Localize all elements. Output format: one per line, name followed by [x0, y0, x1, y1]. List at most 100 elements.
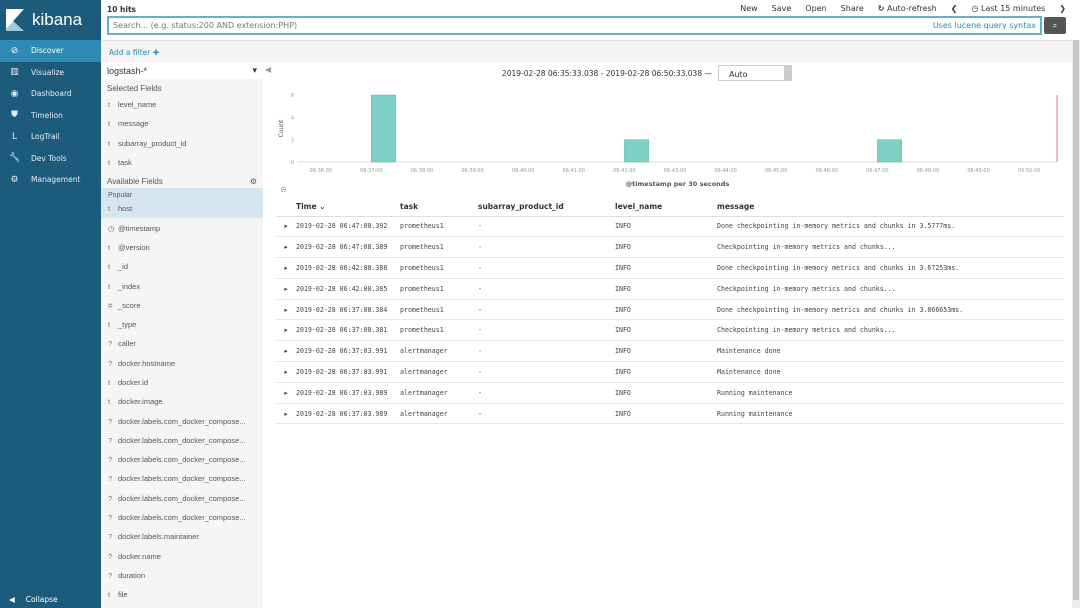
histogram-bar[interactable] [624, 139, 649, 163]
cell: INFO [615, 216, 717, 238]
auto-refresh-button[interactable]: ↻ Auto-refresh [877, 4, 937, 13]
cell: prometheus1 [400, 299, 478, 321]
field-item[interactable]: ? caller [108, 339, 136, 349]
field-item[interactable]: t _index [108, 281, 141, 291]
field-item[interactable]: ? docker.name [108, 551, 161, 561]
table-row[interactable]: ▸ 2019-02-28 06:37:08.384 prometheus1- INFO… [276, 299, 1064, 321]
field-type-icon: t [108, 100, 111, 110]
gear-icon[interactable]: ⚙ [249, 177, 257, 187]
table-row[interactable]: ▸ 2019-02-28 06:37:08.381 prometheus1- INFO… [276, 319, 1064, 342]
expand-row-icon[interactable]: ▸ [276, 299, 296, 321]
cell: Checkpointing in-memory metrics and chun… [717, 278, 1064, 300]
field-item[interactable]: t docker.id [108, 378, 149, 387]
nav-item-dev-tools[interactable]: 🔧 Dev Tools [9, 153, 67, 164]
time-back-button[interactable]: ❮ [950, 4, 958, 13]
field-item[interactable]: ? docker.labels.com_docker_compose... [108, 493, 246, 503]
toggle-sidebar-icon[interactable]: ◀ [265, 65, 272, 74]
cell: Checkpointing in-memory metrics and chun… [717, 319, 1064, 342]
field-item[interactable]: t file [108, 590, 128, 600]
cell: - [478, 299, 615, 321]
collapse-chart-icon[interactable]: ⊖ [280, 185, 287, 194]
field-item[interactable]: ? docker.labels.maintainer [108, 532, 199, 542]
expand-row-icon[interactable]: ▸ [276, 382, 296, 404]
nav-item-management[interactable]: ⚙ Management [10, 174, 81, 185]
field-item[interactable]: ? docker.labels.com_docker_compose... [108, 435, 246, 445]
expand-row-icon[interactable]: ▸ [276, 216, 296, 238]
cell: Maintenance done [717, 361, 1064, 383]
y-tick-label: 4 [291, 115, 294, 121]
search-button[interactable]: ⌕ [1044, 17, 1066, 34]
field-item[interactable]: ? docker.labels.com_docker_compose... [108, 416, 246, 426]
cell: alertmanager [400, 403, 478, 425]
new-button[interactable]: New [740, 4, 758, 13]
expand-row-icon[interactable]: ▸ [276, 257, 296, 279]
open-button[interactable]: Open [805, 4, 827, 13]
table-row[interactable]: ▸ 2019-02-28 06:42:08.385 prometheus1- INFO… [276, 278, 1064, 300]
cell: 2019-02-28 06:37:03.989 [296, 382, 400, 404]
column-header[interactable]: level_name [615, 197, 717, 217]
expand-row-icon[interactable]: ▸ [276, 319, 296, 342]
field-item[interactable]: t _type [108, 320, 137, 330]
nav-item-logtrail[interactable]: L LogTrail [0, 126, 101, 148]
hits-count: 10 hits [107, 5, 137, 14]
table-row[interactable]: ▸ 2019-02-28 06:42:08.388 prometheus1- INFO… [276, 257, 1064, 279]
kibana-logo-icon [6, 9, 24, 31]
cell: INFO [615, 278, 717, 300]
field-type-icon: t [108, 320, 111, 330]
field-item[interactable]: t _id [108, 262, 129, 272]
lucene-syntax-link[interactable]: Uses lucene query syntax [932, 21, 1036, 30]
nav-item-visualize[interactable]: ▥ Visualize [10, 67, 65, 78]
field-item[interactable]: t level_name [108, 100, 157, 110]
histogram-bar[interactable] [877, 139, 902, 163]
table-row[interactable]: ▸ 2019-02-28 06:37:03.991 alertmanager - INF… [276, 340, 1064, 363]
scrollbar[interactable] [1072, 40, 1080, 608]
field-item[interactable]: ? duration [108, 570, 146, 580]
field-item[interactable]: t docker.image [108, 397, 163, 407]
expand-row-icon[interactable]: ▸ [276, 361, 296, 383]
share-button[interactable]: Share [840, 4, 864, 13]
field-item[interactable]: ? docker.labels.com_docker_compose... [108, 513, 246, 523]
field-item[interactable]: ? docker.hostname [108, 358, 176, 368]
column-header[interactable]: task [400, 197, 478, 217]
cell: - [478, 216, 615, 238]
expand-row-icon[interactable]: ▸ [276, 403, 296, 425]
time-forward-button[interactable]: ❯ [1059, 4, 1066, 13]
field-item[interactable]: ◷ @timestamp [108, 223, 161, 233]
expand-row-icon[interactable]: ▸ [276, 236, 296, 259]
interval-select[interactable]: Auto [718, 65, 792, 81]
kibana-logo[interactable]: kibana [0, 0, 101, 40]
table-row[interactable]: ▸ 2019-02-28 06:47:08.389 prometheus1- INFO… [276, 236, 1064, 259]
cell: - [478, 257, 615, 279]
x-tick-label: 06:44:00 [714, 168, 736, 174]
field-item[interactable]: ? docker.labels.com_docker_compose... [108, 455, 246, 465]
field-type-icon: ? [108, 339, 113, 349]
table-row[interactable]: ▸ 2019-02-28 06:37:03.991 alertmanager - INF… [276, 361, 1064, 383]
table-row[interactable]: ▸ 2019-02-28 06:37:03.989 alertmanager - INF… [276, 382, 1064, 404]
field-item[interactable]: t task [108, 158, 132, 168]
column-header[interactable]: subarray_product_id [478, 197, 615, 217]
field-item[interactable]: t message [108, 119, 149, 129]
table-row[interactable]: ▸ 2019-02-28 06:37:03.989 alertmanager - INF… [276, 403, 1064, 425]
field-item[interactable]: t @version [108, 242, 150, 252]
field-type-icon: t [108, 119, 111, 129]
scrollbar-thumb[interactable] [1073, 40, 1079, 600]
field-item[interactable]: t host [108, 204, 133, 214]
table-row[interactable]: ▸ 2019-02-28 06:47:08.392 prometheus1- INFO… [276, 216, 1064, 238]
field-item[interactable]: ? docker.labels.com_docker_compose... [108, 474, 246, 484]
field-item[interactable]: t subarray_product_id [108, 138, 187, 148]
time-picker[interactable]: ◷ Last 15 minutes [971, 4, 1046, 13]
nav-item-discover[interactable]: ⊘ Discover [0, 40, 101, 62]
nav-item-timelion[interactable]: ⛊ Timelion [0, 105, 101, 127]
histogram-bar[interactable] [371, 94, 396, 163]
field-item[interactable]: # _score [108, 300, 141, 310]
search-input[interactable] [113, 21, 713, 30]
collapse-button[interactable]: ◀ Collapse [9, 595, 58, 604]
index-pattern-select[interactable]: logstash-* ▾ [101, 62, 263, 79]
add-filter-button[interactable]: Add a filter ✚ [109, 48, 159, 57]
column-header[interactable]: Time ⌄ [296, 197, 400, 217]
expand-row-icon[interactable]: ▸ [276, 278, 296, 300]
nav-item-dashboard[interactable]: ◉ Dashboard [10, 88, 72, 99]
save-button[interactable]: Save [771, 4, 792, 13]
column-header[interactable]: message [717, 197, 1064, 217]
expand-row-icon[interactable]: ▸ [276, 340, 296, 363]
